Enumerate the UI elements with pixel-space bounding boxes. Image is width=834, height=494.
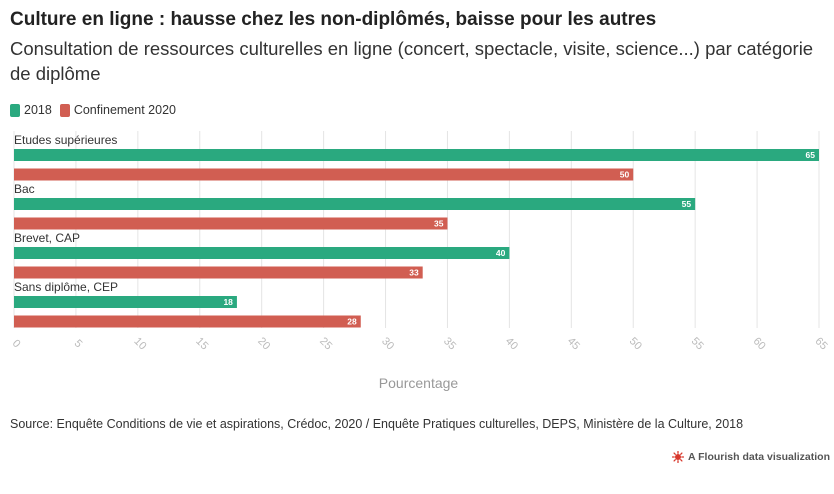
bar-value-label: 28	[347, 317, 357, 327]
x-tick-label: 60	[751, 335, 768, 352]
bar	[14, 247, 510, 259]
x-tick-label: 40	[503, 335, 520, 352]
bar	[14, 315, 361, 328]
flourish-credit[interactable]: A Flourish data visualization	[672, 451, 830, 463]
credit-text: A Flourish data visualization	[688, 451, 830, 463]
x-tick-label: 45	[565, 335, 582, 352]
x-tick-label: 30	[379, 335, 396, 352]
legend-swatch-2018	[10, 103, 20, 117]
legend-label-2018: 2018	[24, 103, 52, 117]
category-label: Sans diplôme, CEP	[14, 280, 118, 294]
bar-value-label: 65	[806, 150, 816, 160]
legend: 2018 Confinement 2020	[10, 103, 184, 117]
bar	[14, 198, 696, 210]
chart-subtitle: Consultation de ressources culturelles e…	[10, 38, 814, 84]
bar-value-label: 18	[223, 297, 233, 307]
bar	[14, 149, 819, 161]
bar-chart: 0 5 10 15 20 25 30 35 40 45 50 55 60 65 Pourcentage Etu…	[10, 131, 830, 391]
source-note: Source: Enquête Conditions de vie et asp…	[10, 417, 744, 431]
x-axis-title: Pourcentage	[379, 375, 459, 391]
bar	[14, 217, 448, 230]
legend-swatch-2020	[59, 103, 70, 117]
legend-item-2020[interactable]: Confinement 2020	[59, 103, 176, 117]
legend-item-2018[interactable]: 2018	[10, 103, 52, 117]
legend-label-2020: Confinement 2020	[73, 103, 176, 117]
bar-value-label: 33	[409, 268, 419, 278]
chart-title: Culture en ligne : hausse chez les non-d…	[10, 9, 657, 30]
x-tick-label: 20	[255, 335, 272, 352]
bar-value-label: 50	[620, 170, 630, 180]
x-tick-label: 5	[72, 337, 85, 350]
x-tick-label: 50	[627, 335, 644, 352]
x-tick-label: 0	[10, 337, 23, 350]
bar-value-label: 35	[434, 219, 444, 229]
bar-value-label: 40	[496, 248, 506, 258]
bar	[14, 168, 634, 181]
bar	[14, 266, 423, 279]
x-tick-label: 25	[317, 335, 334, 352]
category-label: Bac	[14, 182, 35, 196]
x-tick-label: 15	[193, 335, 210, 352]
bar	[14, 296, 237, 308]
flourish-logo-icon	[672, 451, 685, 463]
x-tick-label: 65	[813, 335, 830, 352]
x-tick-label: 55	[689, 335, 706, 352]
x-tick-label: 10	[131, 335, 148, 352]
bar-value-label: 55	[682, 199, 692, 209]
x-tick-label: 35	[441, 335, 458, 352]
category-label: Brevet, CAP	[14, 231, 80, 245]
category-label: Etudes supérieures	[14, 133, 117, 147]
